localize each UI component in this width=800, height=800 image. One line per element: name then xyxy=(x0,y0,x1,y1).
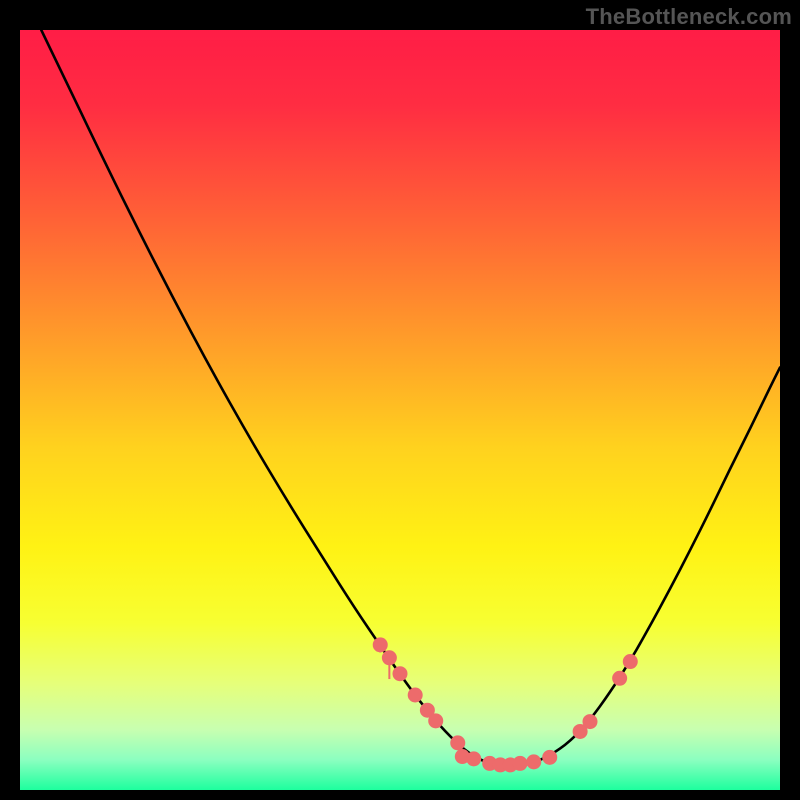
marker-dot xyxy=(542,750,557,765)
marker-dot xyxy=(408,688,423,703)
marker-dot xyxy=(428,713,443,728)
plot-svg xyxy=(20,30,780,790)
plot-area xyxy=(20,30,780,790)
marker-dot xyxy=(373,637,388,652)
marker-dot xyxy=(393,666,408,681)
watermark-text: TheBottleneck.com xyxy=(586,4,792,30)
marker-dot xyxy=(450,735,465,750)
chart-frame: TheBottleneck.com xyxy=(0,0,800,800)
marker-dot xyxy=(583,714,598,729)
marker-dot xyxy=(513,756,528,771)
marker-dot xyxy=(382,650,397,665)
marker-dot xyxy=(466,751,481,766)
marker-dot xyxy=(526,754,541,769)
marker-dot xyxy=(612,671,627,686)
marker-dot xyxy=(623,654,638,669)
